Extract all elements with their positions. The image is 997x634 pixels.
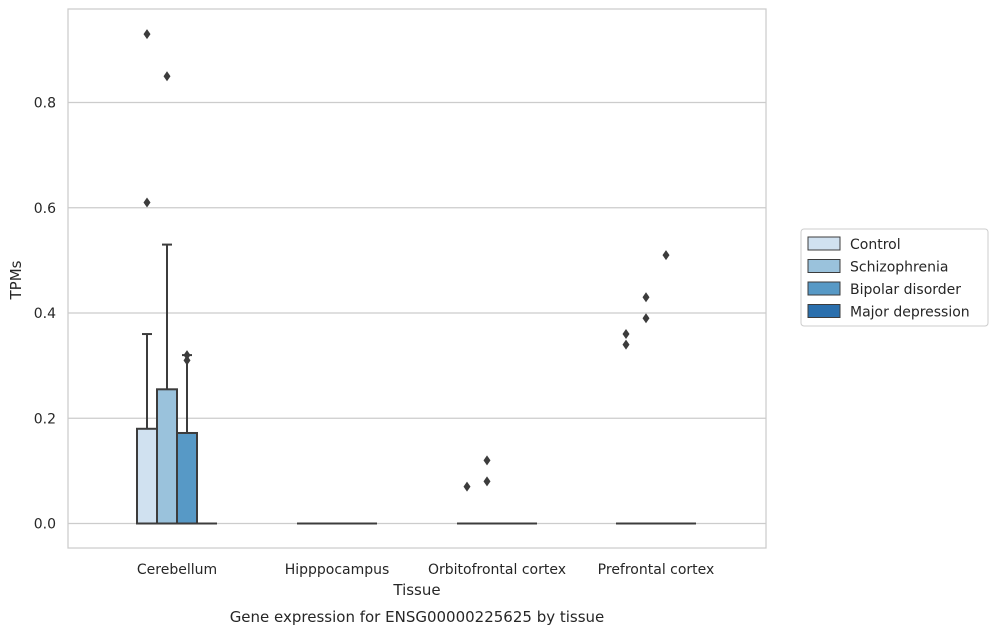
legend-items: Control Schizophrenia Bipolar disorder Majo… <box>807 236 970 321</box>
y-tick-label: 0.2 <box>34 411 56 427</box>
x-tick-label: Hipppocampus <box>285 562 390 578</box>
legend-label: Bipolar disorder <box>850 282 961 298</box>
y-axis-label: TPMs <box>7 260 25 300</box>
outlier-point <box>662 250 670 261</box>
legend: Control Schizophrenia Bipolar disorder Majo… <box>800 228 989 327</box>
box-control <box>136 29 158 525</box>
box-body <box>156 388 178 525</box>
box-series <box>136 29 696 525</box>
y-tick-labels: 0.0 0.2 0.4 0.6 0.8 <box>34 96 56 533</box>
y-tick-label: 0.6 <box>34 201 56 217</box>
outlier-point <box>642 292 650 303</box>
box-schizophrenia <box>156 71 178 525</box>
legend-swatch <box>807 236 841 251</box>
box-body <box>176 431 198 525</box>
legend-frame <box>800 228 989 327</box>
box-schizophrenia <box>636 292 656 525</box>
box-body <box>136 427 158 525</box>
legend-label: Schizophrenia <box>850 260 948 276</box>
outlier-point <box>143 29 151 40</box>
legend-label: Major depression <box>850 305 970 321</box>
legend-swatch <box>807 259 841 273</box>
box-bipolar-disorder <box>656 250 676 525</box>
y-tick-label: 0.8 <box>34 96 56 112</box>
y-tick-label: 0.0 <box>34 517 56 533</box>
legend-swatch <box>807 281 841 296</box>
legend-label: Control <box>850 237 901 253</box>
outlier-point <box>183 355 191 366</box>
outlier-point <box>622 329 630 340</box>
legend-swatch <box>807 304 841 318</box>
outlier-point <box>143 197 151 208</box>
box-bipolar-disorder <box>176 350 198 525</box>
box-control <box>616 329 636 525</box>
x-tick-labels: Cerebellum Hipppocampus Orbitofrontal cort… <box>137 562 714 578</box>
y-tick-label: 0.4 <box>34 306 56 322</box>
plot-area-frame <box>67 8 767 549</box>
chart-caption: Gene expression for ENSG00000225625 by t… <box>230 608 605 626</box>
outlier-point <box>642 313 650 324</box>
outlier-point <box>163 71 171 82</box>
box-control <box>457 481 477 525</box>
x-tick-label: Cerebellum <box>137 562 217 578</box>
x-tick-label: Orbitofrontal cortex <box>428 562 566 578</box>
x-axis-label: Tissue <box>392 581 440 599</box>
outlier-point <box>463 481 471 492</box>
outlier-point <box>483 476 491 487</box>
outlier-point <box>183 350 191 361</box>
outlier-point <box>483 455 491 466</box>
outlier-point <box>622 339 630 350</box>
box-schizophrenia <box>477 455 497 525</box>
x-tick-label: Prefrontal cortex <box>598 562 715 578</box>
